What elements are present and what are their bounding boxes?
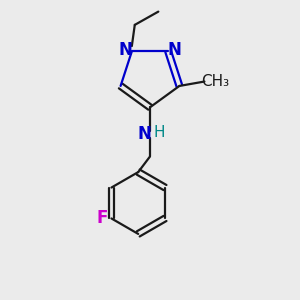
Text: N: N xyxy=(168,41,182,59)
Text: H: H xyxy=(153,125,165,140)
Text: N: N xyxy=(137,125,151,143)
Text: N: N xyxy=(118,41,132,59)
Text: F: F xyxy=(97,209,108,227)
Text: CH₃: CH₃ xyxy=(202,74,230,89)
